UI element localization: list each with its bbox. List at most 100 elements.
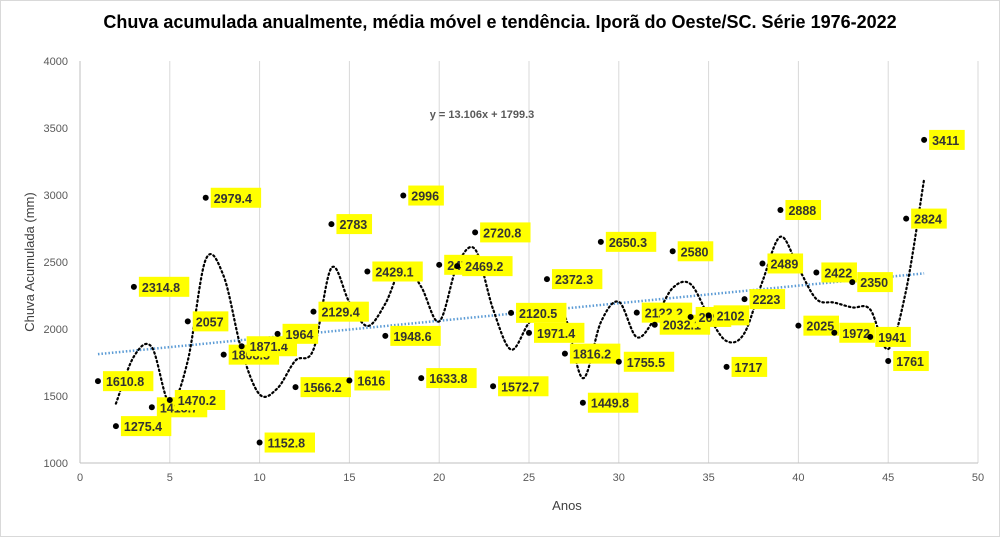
- data-label: 1717: [735, 361, 763, 375]
- data-label-box: [605, 231, 657, 252]
- data-label: 2057: [196, 315, 224, 329]
- data-point: [921, 136, 928, 143]
- y-axis-title: Chuva Acumulada (mm): [22, 192, 37, 331]
- data-label: 2720.8: [483, 226, 521, 240]
- data-point: [759, 260, 766, 267]
- data-label: 1275.4: [124, 420, 162, 434]
- y-tick-label-2500: 2500: [44, 257, 68, 269]
- data-label: 1948.6: [393, 330, 431, 344]
- data-point: [112, 423, 119, 430]
- data-label-box: [390, 325, 441, 346]
- data-label-box: [731, 356, 768, 377]
- data-label-box: [569, 343, 621, 364]
- data-point: [651, 321, 658, 328]
- data-point: [130, 283, 137, 290]
- x-axis-title: Anos: [552, 498, 582, 513]
- data-label-box: [300, 377, 351, 398]
- data-label: 1610.8: [106, 375, 144, 389]
- data-point: [849, 279, 856, 286]
- data-label-box: [354, 370, 390, 391]
- data-point: [867, 333, 874, 340]
- data-label: 2580: [681, 245, 709, 259]
- x-tick-label-0: 0: [77, 472, 83, 484]
- x-tick-label-5: 5: [167, 472, 173, 484]
- data-point: [364, 268, 371, 275]
- data-label: 2120.5: [519, 307, 557, 321]
- data-point: [723, 363, 730, 370]
- y-tick-label-4000: 4000: [44, 56, 68, 68]
- data-label-box: [516, 302, 567, 323]
- data-label: 3411: [932, 134, 959, 148]
- data-label-box: [893, 351, 929, 372]
- data-point: [561, 350, 568, 357]
- data-label-box: [803, 315, 839, 336]
- data-point: [705, 312, 712, 319]
- data-point: [454, 263, 461, 270]
- data-label-box: [102, 371, 154, 392]
- x-tick-label-45: 45: [882, 472, 894, 484]
- data-label: 2979.4: [214, 192, 252, 206]
- data-label-box: [462, 256, 513, 277]
- data-label: 2650.3: [609, 236, 647, 250]
- data-point: [472, 229, 479, 236]
- data-point: [885, 358, 892, 365]
- data-point: [597, 238, 604, 245]
- data-point: [669, 248, 676, 255]
- data-point: [831, 329, 838, 336]
- data-point: [400, 192, 407, 199]
- x-tick-label-15: 15: [343, 472, 355, 484]
- x-tick-label-10: 10: [253, 472, 265, 484]
- data-point: [741, 296, 748, 303]
- data-point: [436, 261, 443, 268]
- y-tick-label-3000: 3000: [44, 190, 68, 202]
- y-tick-label-1000: 1000: [44, 458, 68, 470]
- data-label-box: [587, 392, 639, 413]
- trendline-equation: y = 13.106x + 1799.3: [430, 109, 535, 121]
- data-point: [328, 221, 335, 228]
- data-label: 2129.4: [321, 306, 359, 320]
- data-label-box: [551, 269, 603, 290]
- data-label-box: [138, 276, 190, 297]
- data-label-box: [749, 289, 786, 310]
- data-label: 2888: [788, 204, 816, 218]
- data-label: 1971.4: [537, 327, 575, 341]
- x-tick-label-40: 40: [792, 472, 804, 484]
- data-point: [903, 215, 910, 222]
- data-label: 2372.3: [555, 273, 593, 287]
- data-point: [184, 318, 191, 325]
- data-point: [202, 194, 209, 201]
- data-label: 1633.8: [429, 372, 467, 386]
- data-label: 2314.8: [142, 281, 180, 295]
- data-point: [633, 309, 640, 316]
- data-label-box: [929, 129, 965, 150]
- data-label-box: [911, 208, 947, 229]
- data-label: 1572.7: [501, 380, 539, 394]
- data-label: 2223: [753, 293, 781, 307]
- data-point: [310, 308, 317, 315]
- x-tick-label-50: 50: [972, 472, 984, 484]
- data-label: 2469.2: [465, 260, 503, 274]
- data-point: [274, 330, 281, 337]
- y-tick-label-1500: 1500: [44, 391, 68, 403]
- data-point: [579, 399, 586, 406]
- data-point: [813, 269, 820, 276]
- data-label-box: [426, 368, 477, 389]
- data-label: 1816.2: [573, 348, 611, 362]
- data-label: 2996: [411, 190, 439, 204]
- data-label-box: [372, 261, 423, 282]
- data-point: [292, 384, 299, 391]
- data-label: 1871.4: [250, 340, 288, 354]
- data-label-box: [318, 301, 369, 322]
- data-label-box: [534, 322, 585, 343]
- data-label-box: [821, 262, 857, 283]
- data-label: 1616: [357, 374, 385, 388]
- data-label-box: [677, 241, 714, 262]
- x-tick-label-20: 20: [433, 472, 445, 484]
- data-label-box: [264, 432, 315, 453]
- data-label: 2025: [806, 320, 834, 334]
- y-tick-label-3500: 3500: [44, 123, 68, 135]
- data-point: [615, 358, 622, 365]
- data-point: [166, 396, 173, 403]
- data-label-box: [480, 222, 531, 243]
- data-label-box: [623, 351, 675, 372]
